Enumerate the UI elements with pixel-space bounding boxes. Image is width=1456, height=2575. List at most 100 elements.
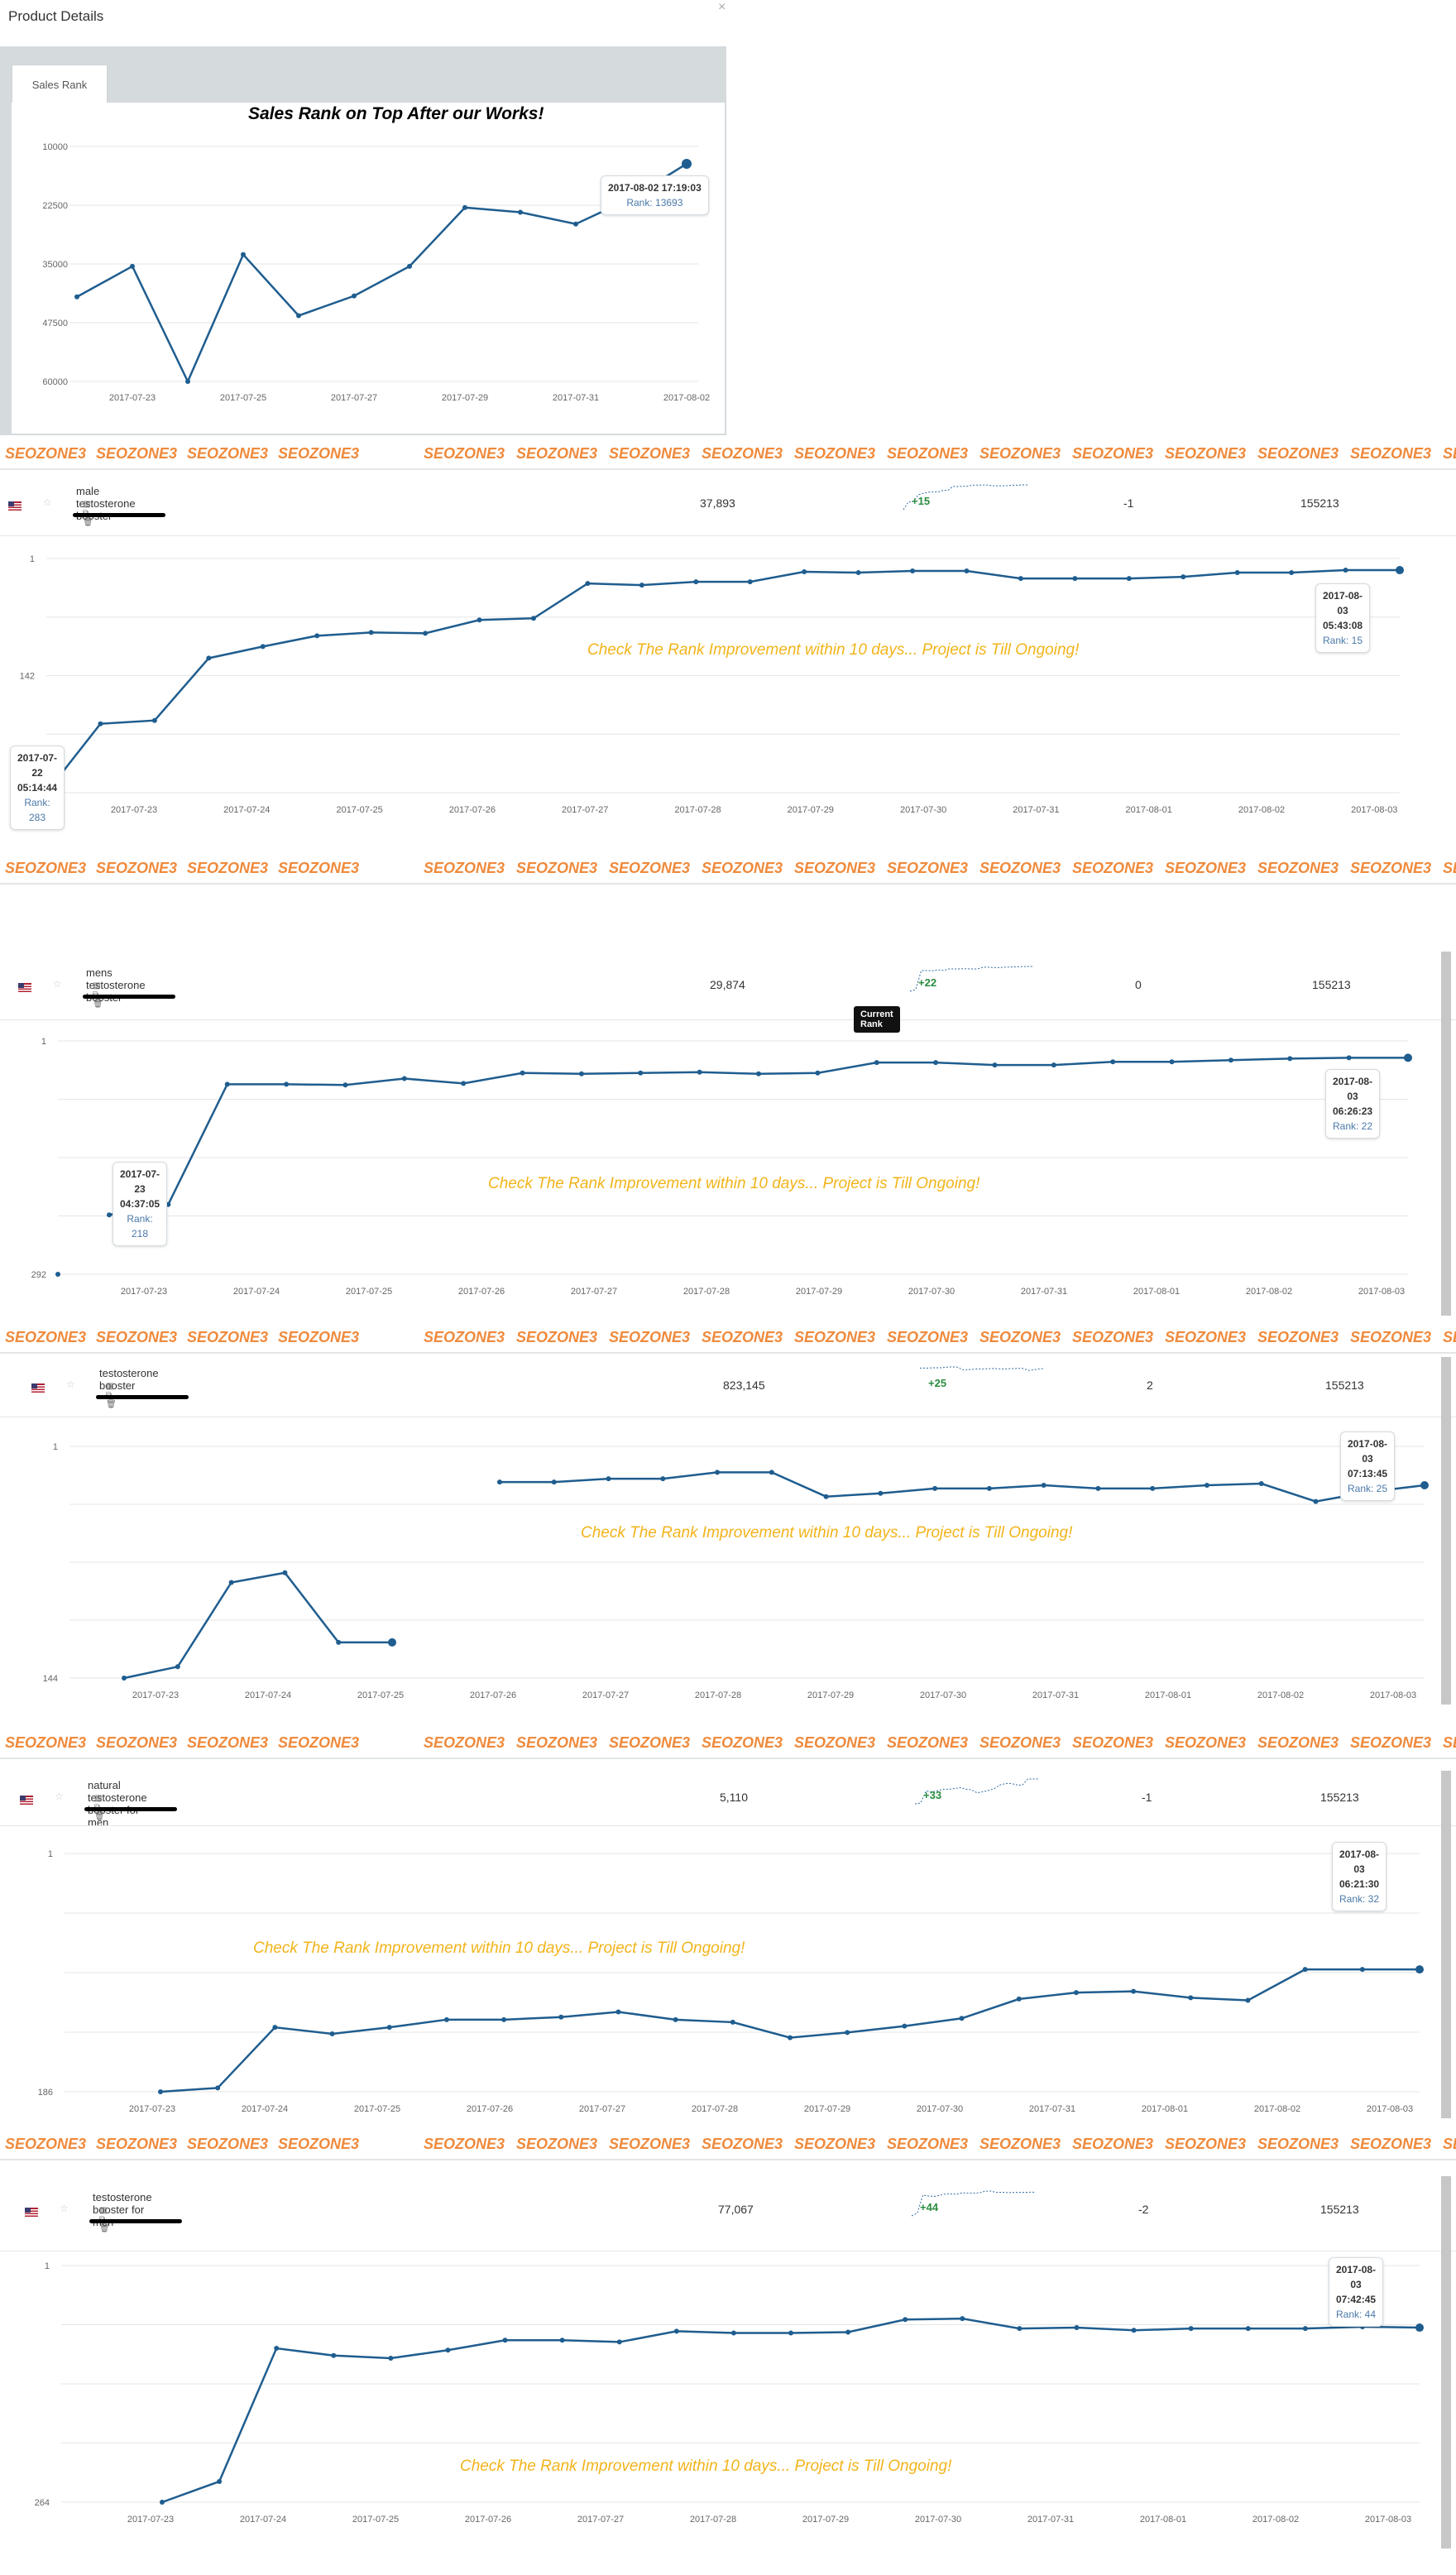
data-point xyxy=(1051,1062,1056,1068)
data-point xyxy=(1415,1965,1424,1974)
star-icon[interactable]: ☆ xyxy=(43,496,52,508)
data-point xyxy=(296,313,301,319)
tooltip-date: 2017-08-03 07:13:45 xyxy=(1348,1438,1388,1479)
modal-title: Product Details xyxy=(8,8,104,24)
tab-sales-rank[interactable]: Sales Rank xyxy=(12,65,108,104)
rank-history-chart: 1 186 2017-07-23 2017-07-24 2017-07-25 2017-0… xyxy=(0,1832,1439,2114)
watermark-text: SEOZONE3 xyxy=(424,445,505,462)
x-tick-label: 2017-08-02 xyxy=(1257,1690,1304,1700)
data-point xyxy=(352,293,357,299)
data-point xyxy=(175,1664,180,1670)
chart-title: Sales Rank on Top After our Works! xyxy=(248,104,544,123)
data-point xyxy=(160,2500,165,2505)
tooltip-date: 2017-07-23 04:37:05 xyxy=(120,1168,160,1210)
data-point xyxy=(730,2330,736,2336)
x-tick-label: 2017-08-02 xyxy=(1254,2104,1300,2113)
rank-history-chart: 1 264 2017-07-23 2017-07-24 2017-07-25 2017-0… xyxy=(0,2257,1439,2539)
check-rank-message: Check The Rank Improvement within 10 day… xyxy=(460,2458,952,2475)
scrollbar[interactable] xyxy=(1441,2176,1451,2549)
x-tick-label: 2017-08-03 xyxy=(1351,805,1397,815)
watermark-text: SEOZONE3 xyxy=(96,860,178,876)
data-point xyxy=(443,2016,449,2022)
rank-delta: -1 xyxy=(1142,1791,1152,1804)
tooltip-date: 2017-07-22 05:14:44 xyxy=(17,752,58,794)
x-tick-label: 2017-07-30 xyxy=(915,2515,961,2525)
product-id: 155213 xyxy=(1300,496,1339,510)
star-icon[interactable]: ☆ xyxy=(66,1379,75,1390)
x-tick-label: 2017-07-29 xyxy=(788,805,834,815)
data-point xyxy=(823,1494,829,1499)
watermark-text: SEOZONE3 xyxy=(887,860,969,876)
data-point xyxy=(878,1490,884,1496)
rank-delta: -1 xyxy=(1123,496,1134,510)
watermark-text: SEOZONE3 xyxy=(5,1329,87,1345)
tooltip-rank: Rank: 44 xyxy=(1336,2309,1377,2320)
scrollbar[interactable] xyxy=(1441,1357,1451,1705)
data-point xyxy=(558,2014,564,2020)
watermark-row: SEOZONE3 SEOZONE3 SEOZONE3 SEOZONE3 SEOZONE3… xyxy=(0,860,1456,880)
data-point xyxy=(1073,1990,1079,1996)
product-id: 155213 xyxy=(1320,2203,1359,2216)
x-tick-label: 2017-08-01 xyxy=(1142,2104,1188,2113)
search-volume: 77,067 xyxy=(718,2203,754,2216)
data-point xyxy=(497,1479,502,1485)
watermark-text: SEOZONE3 xyxy=(424,1329,505,1345)
sparkline-wrapper xyxy=(917,1364,1057,1401)
search-volume: 5,110 xyxy=(720,1791,748,1804)
data-point xyxy=(730,2019,735,2025)
watermark-row: SEOZONE3 SEOZONE3 SEOZONE3 SEOZONE3 SEOZONE3… xyxy=(0,1329,1456,1349)
data-point xyxy=(520,1070,525,1076)
data-point xyxy=(1018,576,1023,582)
data-point xyxy=(615,2009,621,2015)
x-tick-label: 2017-07-26 xyxy=(467,2104,513,2113)
data-point xyxy=(802,569,807,575)
x-tick-label: 2017-07-31 xyxy=(1013,805,1059,815)
watermark-text: SEOZONE3 xyxy=(794,2136,876,2152)
watermark-text: SEOZONE3 xyxy=(1072,1734,1154,1751)
end-rank-tooltip: 2017-08-03 06:21:30 Rank: 32 xyxy=(1332,1842,1387,1911)
tooltip-date: 2017-08-03 06:26:23 xyxy=(1333,1076,1373,1117)
watermark-text: SEOZONE3 xyxy=(1350,2136,1432,2152)
sparkline-path xyxy=(920,1366,1045,1371)
data-point xyxy=(158,2089,163,2094)
x-tick-label: 2017-07-29 xyxy=(804,2104,850,2113)
us-flag-icon xyxy=(31,1382,45,1393)
watermark-text: SEOZONE3 xyxy=(979,860,1061,876)
scrollbar[interactable] xyxy=(1441,952,1451,1316)
x-tick-label: 2017-07-23 xyxy=(111,805,157,815)
star-icon[interactable]: ☆ xyxy=(53,978,62,990)
keyword-label: male testosterone booster xyxy=(76,485,136,522)
x-tick-label: 2017-07-31 xyxy=(1021,1287,1067,1297)
data-point xyxy=(932,1485,938,1491)
x-tick-label: 2017-07-24 xyxy=(223,805,270,815)
product-id: 155213 xyxy=(1312,978,1351,991)
star-icon[interactable]: ☆ xyxy=(55,1791,64,1802)
divider xyxy=(0,883,1456,885)
data-point xyxy=(769,1470,774,1475)
data-point xyxy=(107,1212,112,1218)
watermark-text: SEOZONE3 xyxy=(702,1734,783,1751)
sales-rank-panel: 10000 22500 35000 47500 60000 2017-07-23 2017-… xyxy=(12,103,725,434)
sparkline-path xyxy=(911,2190,1037,2217)
x-tick-label: 2017-07-26 xyxy=(465,2515,511,2525)
data-point xyxy=(673,2328,679,2334)
close-icon[interactable]: × xyxy=(718,0,726,14)
data-point xyxy=(1110,1059,1116,1065)
data-point xyxy=(445,2347,451,2353)
x-tick-label: 2017-07-26 xyxy=(470,1690,516,1700)
watermark-text: SEOZONE3 xyxy=(794,860,876,876)
x-tick-label: 2017-07-25 xyxy=(220,393,266,403)
data-point xyxy=(902,2023,908,2029)
x-tick-label: 2017-07-31 xyxy=(1027,2515,1074,2525)
tooltip-rank: Rank: 15 xyxy=(1323,635,1363,646)
tooltip-date: 2017-08-03 06:21:30 xyxy=(1339,1849,1380,1890)
data-point xyxy=(845,2030,850,2036)
y-max-label: 1 xyxy=(41,1037,46,1047)
data-point xyxy=(616,2339,622,2345)
data-point xyxy=(551,1479,557,1485)
star-icon[interactable]: ☆ xyxy=(60,2203,69,2214)
data-point xyxy=(639,583,644,588)
divider xyxy=(0,535,1456,536)
data-point xyxy=(559,2338,565,2343)
scrollbar[interactable] xyxy=(1441,1771,1451,2118)
